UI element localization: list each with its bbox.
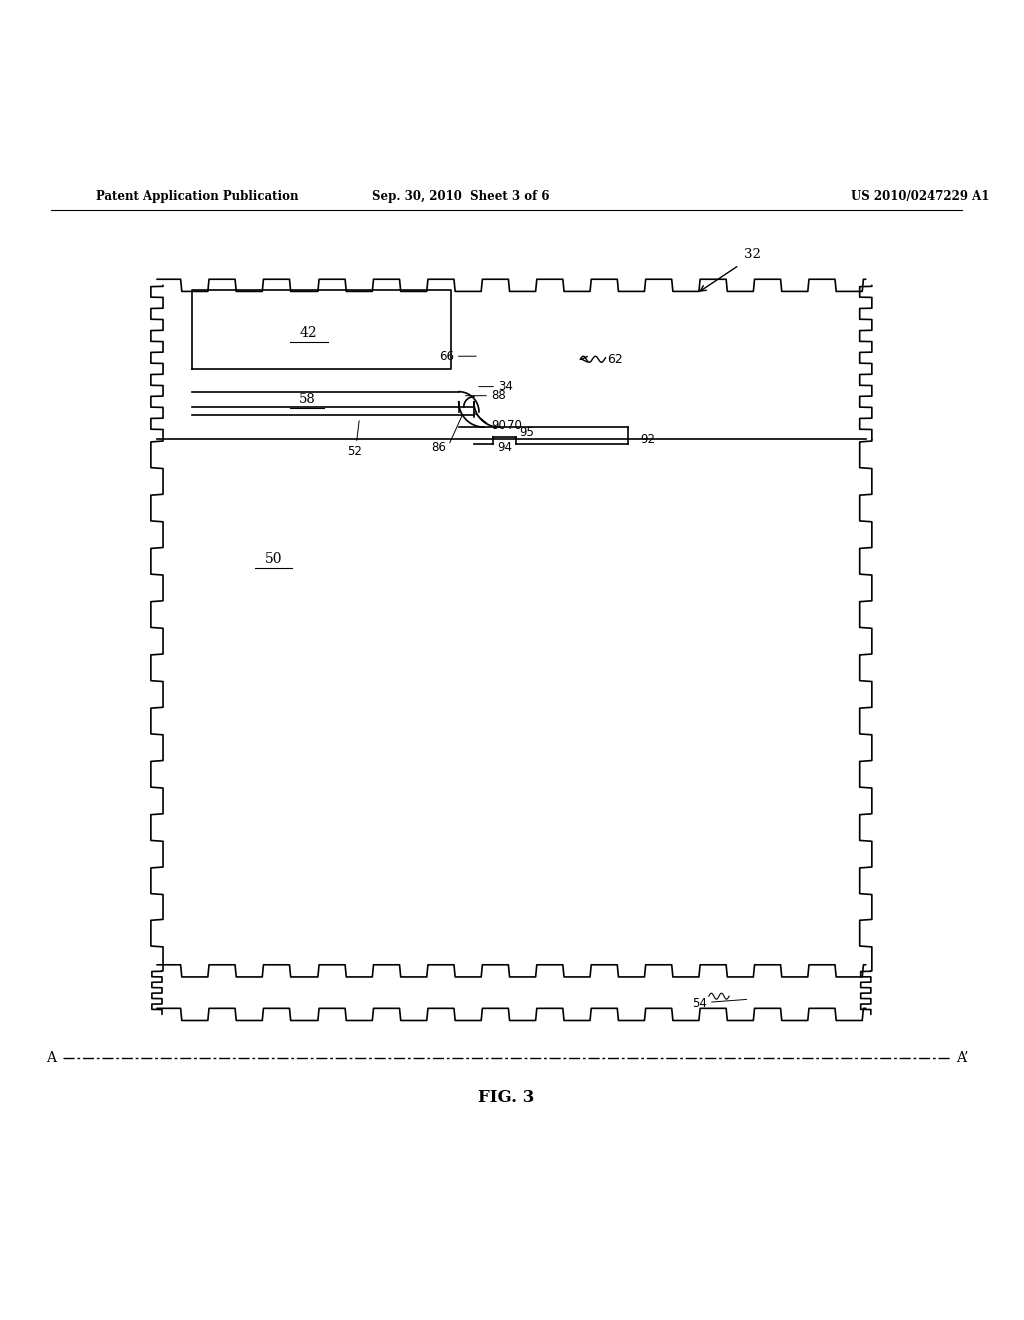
Text: 88: 88 [492, 389, 506, 403]
Text: Sep. 30, 2010  Sheet 3 of 6: Sep. 30, 2010 Sheet 3 of 6 [372, 190, 550, 203]
Text: 58: 58 [298, 393, 315, 407]
Text: 62: 62 [607, 352, 624, 366]
Text: 86: 86 [432, 441, 446, 454]
Text: 54: 54 [692, 997, 707, 1010]
Text: A’: A’ [955, 1051, 968, 1065]
Text: 50: 50 [264, 552, 283, 566]
Text: 94: 94 [498, 441, 512, 454]
Text: US 2010/0247229 A1: US 2010/0247229 A1 [851, 190, 989, 203]
Text: 66: 66 [438, 350, 454, 363]
Text: Patent Application Publication: Patent Application Publication [96, 190, 299, 203]
Text: FIG. 3: FIG. 3 [478, 1089, 535, 1106]
Text: 90: 90 [492, 418, 506, 432]
Text: 95: 95 [519, 425, 535, 438]
Text: 92: 92 [640, 433, 655, 446]
Text: 70: 70 [508, 420, 522, 432]
Text: A: A [46, 1051, 55, 1065]
Text: 42: 42 [300, 326, 317, 341]
Text: 52: 52 [347, 445, 361, 458]
Text: 34: 34 [499, 380, 513, 393]
Text: 32: 32 [744, 248, 761, 261]
